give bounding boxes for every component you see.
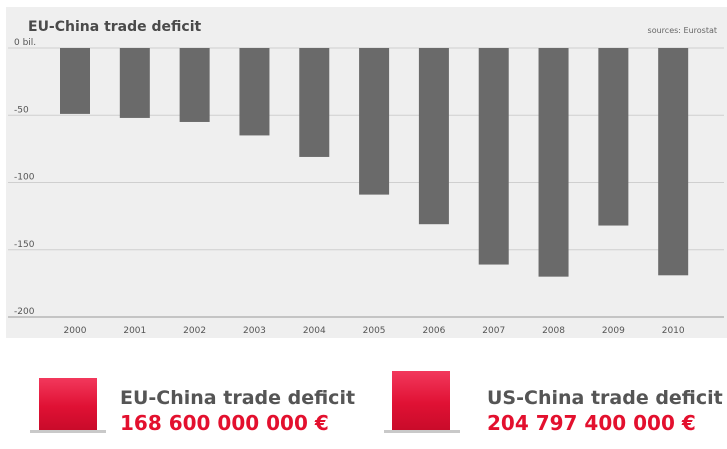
bar: [119, 48, 150, 118]
x-tick-label: 2008: [542, 326, 565, 336]
legend-item-us: US-China trade deficit 204 797 400 000 €: [360, 360, 727, 440]
bar: [658, 48, 689, 276]
bar: [359, 48, 390, 195]
x-tick-label: 2006: [422, 326, 445, 336]
y-tick-label: -100: [14, 173, 35, 183]
us-red-square: [392, 371, 450, 430]
us-deficit-value: 204 797 400 000 €: [487, 411, 696, 435]
x-tick-label: 2010: [662, 326, 685, 336]
x-tick-label: 2002: [183, 326, 206, 336]
x-tick-label: 2005: [363, 326, 386, 336]
x-tick-label: 2004: [303, 326, 326, 336]
y-tick-label: 0 bil.: [14, 38, 36, 48]
bar: [538, 48, 569, 277]
chart-source: sources: Eurostat: [647, 26, 717, 35]
eu-square-shadow: [30, 430, 106, 433]
legend-item-eu: EU-China trade deficit 168 600 000 000 €: [0, 360, 360, 440]
x-tick-label: 2009: [602, 326, 625, 336]
legend: EU-China trade deficit 168 600 000 000 €…: [0, 360, 727, 449]
bar: [418, 48, 449, 225]
eu-red-square: [39, 378, 97, 430]
bar: [299, 48, 330, 157]
bar: [239, 48, 270, 136]
x-tick-label: 2007: [482, 326, 505, 336]
bar-chart: 0 bil. -50 -100 -150 -200 2000 2001 2002 2003 200…: [8, 38, 724, 336]
x-tick-label: 2000: [64, 326, 87, 336]
bar: [179, 48, 210, 122]
eu-deficit-value: 168 600 000 000 €: [120, 411, 329, 435]
x-tick-label: 2003: [243, 326, 266, 336]
x-tick-label: 2001: [123, 326, 146, 336]
y-tick-label: -200: [14, 307, 35, 317]
y-tick-label: -150: [14, 240, 35, 250]
bar: [598, 48, 629, 226]
eu-deficit-label: EU-China trade deficit: [120, 387, 356, 409]
bar: [478, 48, 509, 265]
us-square-shadow: [384, 430, 460, 433]
y-tick-label: -50: [14, 105, 29, 115]
bar: [60, 48, 90, 114]
us-deficit-label: US-China trade deficit: [487, 387, 723, 409]
chart-title: EU-China trade deficit: [28, 19, 202, 35]
